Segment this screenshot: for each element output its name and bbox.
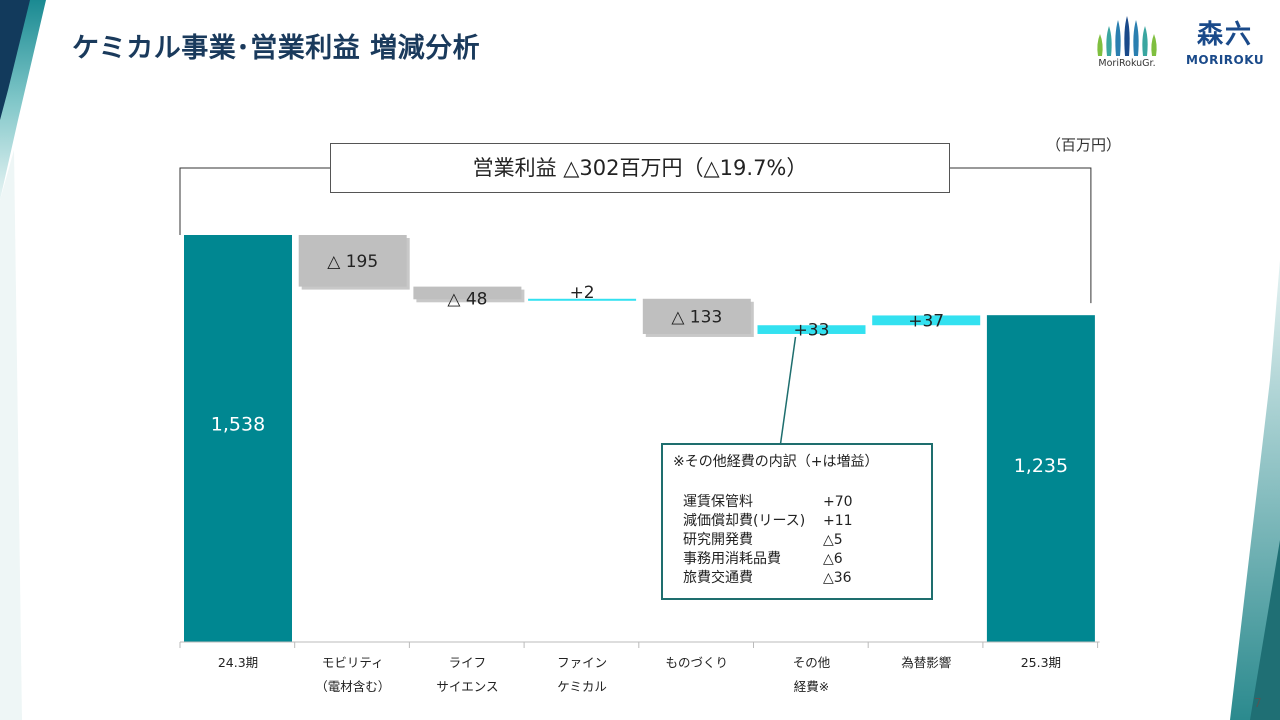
data-label: 1,235: [1014, 455, 1068, 477]
category-label: 25.3期: [1021, 655, 1061, 670]
morirokugr-logo-caption: MoriRokuGr.: [1098, 58, 1156, 69]
category-label: 24.3期: [218, 655, 258, 670]
category-label: ライフ: [449, 655, 487, 670]
right-decoration: [1230, 260, 1280, 720]
page-title: ケミカル事業･営業利益 増減分析: [72, 33, 481, 64]
note-item: 研究開発費 △5: [673, 531, 921, 550]
note-title: ※その他経費の内訳（+は増益）: [673, 454, 879, 470]
bar: [642, 298, 751, 334]
note-item: 旅費交通費 △36: [673, 569, 921, 588]
note-item-value: △36: [823, 570, 852, 586]
morirokugr-logo: MoriRokuGr.: [1092, 16, 1162, 74]
moriroku-logo-latin: MORIROKU: [1185, 53, 1265, 67]
note-item-label: 旅費交通費: [683, 570, 753, 586]
note-callout-line: [779, 336, 797, 445]
category-label: 経費※: [794, 679, 829, 694]
category-label: 為替影響: [901, 655, 951, 670]
category-label: サイエンス: [436, 679, 498, 694]
category-label: ものづくり: [666, 655, 729, 670]
category-label: （電材含む）: [315, 679, 390, 694]
data-label: △ 133: [671, 307, 722, 327]
morirokugr-logo-icon: [1097, 16, 1157, 56]
bar: [528, 298, 637, 301]
note-item-value: △6: [823, 551, 843, 567]
bracket-line-left: [179, 167, 330, 235]
unit-label: （百万円）: [1046, 136, 1122, 154]
data-label: 1,538: [211, 413, 265, 435]
bar: [298, 235, 407, 287]
moriroku-logo-kanji: 森六: [1196, 20, 1253, 50]
page-number: 7: [1254, 696, 1262, 710]
bar: [872, 315, 981, 326]
note-item: 減価償却費(リース) +11: [673, 512, 921, 531]
note-item-value: +11: [823, 513, 853, 529]
note-item-label: 事務用消耗品費: [683, 551, 781, 567]
bar: [413, 286, 522, 300]
data-label: △ 48: [447, 290, 487, 310]
note-item-label: 研究開発費: [683, 532, 753, 548]
note-item: 事務用消耗品費 △6: [673, 550, 921, 569]
bracket-lines: [179, 167, 1092, 445]
note-item-label: 運賃保管料: [683, 494, 753, 510]
bar: [757, 325, 866, 334]
note-item-value: △5: [823, 532, 843, 548]
data-labels-layer: 1,538 △ 195 △ 48 +2 △ 133 +33 +37 1,235: [211, 252, 1068, 477]
bars-layer: [184, 235, 1095, 642]
summary-box: 営業利益 △302百万円（△19.7%）: [330, 143, 950, 193]
bracket-line-right: [950, 167, 1092, 304]
other-expenses-note: ※その他経費の内訳（+は増益） 運賃保管料 +70 減価償却費(リース) +11 研究開…: [661, 443, 933, 600]
data-label: +2: [570, 283, 595, 303]
bar: [986, 315, 1095, 642]
note-item: 運賃保管料 +70: [673, 493, 921, 512]
data-label: +37: [908, 311, 944, 331]
category-label: ファイン: [557, 655, 607, 670]
data-label: +33: [794, 321, 830, 341]
moriroku-logo: 森六 MORIROKU: [1180, 14, 1270, 72]
data-label: △ 195: [327, 252, 378, 272]
note-items: 運賃保管料 +70 減価償却費(リース) +11 研究開発費 △5 事務用消耗品費 △6 旅費交…: [673, 493, 921, 588]
note-item-label: 減価償却費(リース): [683, 513, 806, 529]
note-item-value: +70: [823, 494, 853, 510]
left-decoration: [0, 0, 46, 720]
category-label: ケミカル: [557, 679, 607, 694]
category-label: その他: [793, 655, 831, 670]
category-label: モビリティ: [322, 655, 384, 670]
bar: [184, 235, 292, 642]
